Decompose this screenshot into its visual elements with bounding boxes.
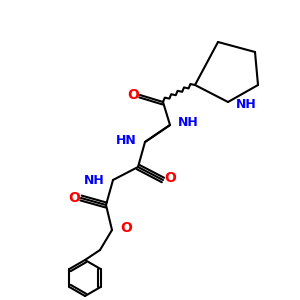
Text: O: O [120,221,132,235]
Text: NH: NH [178,116,199,130]
Text: NH: NH [84,173,105,187]
Text: HN: HN [116,134,137,146]
Text: O: O [127,88,139,102]
Text: O: O [164,171,176,185]
Text: O: O [68,191,80,205]
Text: NH: NH [236,98,257,110]
